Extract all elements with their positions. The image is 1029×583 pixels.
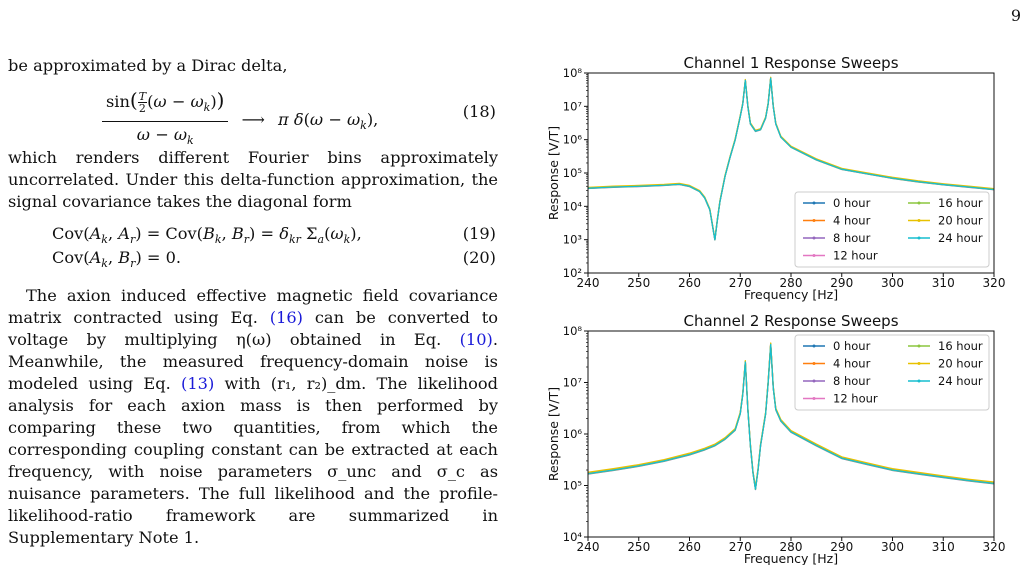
x-tick-label: 320 [983,276,1006,290]
legend-marker [812,362,816,365]
x-tick-label: 250 [627,276,650,290]
legend-box [794,191,990,268]
equation-19: Cov(Ak, Ar) = Cov(Bk, Br) = δkr Σa(ωk), … [52,224,496,247]
legend-label: 12 hour [833,249,878,263]
legend-marker [812,379,816,383]
equation-number: (19) [462,224,496,243]
x-tick-label: 260 [678,540,701,554]
x-tick-label: 310 [932,540,955,554]
legend-label: 8 hour [833,374,871,388]
y-tick-label: 10⁵ [563,479,583,493]
y-tick-label: 10⁵ [563,166,583,180]
legend-label: 20 hour [938,214,983,228]
equation-number: (20) [462,248,496,267]
x-tick-label: 300 [881,540,904,554]
y-tick-label: 10⁴ [563,199,583,213]
legend-marker [812,344,816,348]
eq-link[interactable]: (10) [459,330,493,349]
legend-label: 12 hour [833,392,878,406]
series-line [587,77,995,241]
x-tick-label: 240 [577,540,600,554]
legend-label: 4 hour [833,214,871,228]
legend-marker [812,201,816,205]
legend-marker [812,254,816,257]
legend-label: 0 hour [833,339,871,353]
y-tick-label: 10⁴ [563,530,583,544]
legend-label: 4 hour [833,357,871,371]
x-tick-label: 320 [983,540,1006,554]
legend-marker [917,201,921,205]
equation-number: (18) [462,102,496,121]
y-axis-label: Response [V/T] [546,126,561,220]
paragraph: which renders different Fourier bins app… [8,148,498,211]
x-tick-label: 240 [577,276,600,290]
x-tick-label: 310 [932,276,955,290]
y-tick-label: 10⁷ [563,376,583,390]
x-tick-label: 260 [678,276,701,290]
x-tick-label: 280 [780,540,803,554]
y-tick-label: 10⁸ [563,324,583,338]
legend-label: 16 hour [938,196,983,210]
eq-link[interactable]: (13) [181,374,215,393]
legend-marker [812,397,816,400]
legend-label: 24 hour [938,231,983,245]
text-column: be approximated by a Dirac delta, sin(T 2… [8,55,498,549]
channel-2-chart: Channel 2 Response Sweeps Response [V/T] F… [546,312,1006,566]
legend-marker [812,219,816,222]
chart-title: Channel 1 Response Sweeps [683,54,898,72]
eq-link[interactable]: (16) [269,308,303,327]
x-axis-label: Frequency [Hz] [744,287,838,302]
legend-marker [917,236,921,240]
legend-label: 20 hour [938,357,983,371]
x-tick-label: 290 [830,276,853,290]
x-tick-label: 280 [780,276,803,290]
y-tick-label: 10⁸ [563,66,583,80]
equation-18: sin(T 2 (ω − ωk)) ω − ωk ⟶ π δ(ω − ωk), (1… [8,87,498,147]
y-tick-label: 10⁶ [563,427,583,441]
legend-label: 0 hour [833,196,871,210]
plot-frame [587,330,995,538]
legend-marker [917,362,921,365]
channel-2-figure: Channel 2 Response Sweeps Response [V/T] F… [540,310,1029,566]
channel-1-chart: Channel 1 Response Sweeps Response [V/T] F… [546,54,1006,302]
channel-1-figure: Channel 1 Response Sweeps Response [V/T] F… [540,52,1029,304]
plot-frame [587,72,995,274]
x-tick-label: 270 [729,276,752,290]
x-tick-label: 270 [729,540,752,554]
legend-label: 16 hour [938,339,983,353]
x-axis-label: Frequency [Hz] [744,551,838,565]
x-tick-label: 290 [830,540,853,554]
legend-box [794,334,990,411]
y-axis-label: Response [V/T] [546,387,561,481]
legend-marker [917,219,921,222]
intro-text: be approximated by a Dirac delta, [8,56,288,75]
legend-label: 24 hour [938,374,983,388]
paragraph: The axion induced effective magnetic fie… [8,286,498,547]
y-tick-label: 10⁷ [563,99,583,113]
chart-title: Channel 2 Response Sweeps [683,312,898,330]
x-tick-label: 250 [627,540,650,554]
equation-20: Cov(Ak, Br) = 0. (20) [52,248,496,271]
series-line [587,343,995,490]
legend-marker [812,236,816,240]
y-tick-label: 10² [563,266,582,280]
legend-marker [917,379,921,383]
legend-label: 8 hour [833,231,871,245]
page-number: 9 [1010,6,1021,25]
x-tick-label: 300 [881,276,904,290]
legend-marker [917,344,921,348]
y-tick-label: 10³ [563,233,583,247]
y-tick-label: 10⁶ [563,133,583,147]
